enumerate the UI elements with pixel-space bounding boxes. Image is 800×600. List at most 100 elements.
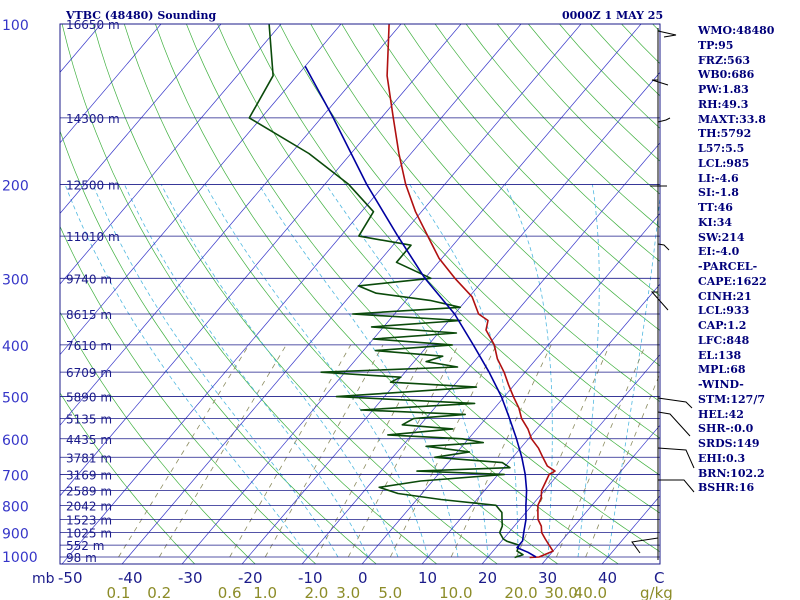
mixing-ratio-line bbox=[585, 372, 660, 558]
index-item: WB0:686 bbox=[698, 68, 755, 82]
isotherm bbox=[121, 24, 582, 564]
moist-adiabat bbox=[124, 184, 369, 558]
height-label: 14300 m bbox=[66, 112, 120, 126]
height-label: 6709 m bbox=[66, 366, 112, 380]
mixing-ratio-tick-label: 3.0 bbox=[336, 584, 360, 600]
index-item: CAPE:1622 bbox=[698, 274, 767, 288]
wind-barb bbox=[658, 479, 695, 493]
wind-barb bbox=[657, 243, 670, 251]
isotherm bbox=[60, 24, 222, 215]
index-item: LFC:848 bbox=[698, 333, 750, 347]
moist-adiabat bbox=[577, 184, 600, 558]
mixing-ratio-tick-label: 5.0 bbox=[378, 584, 402, 600]
wind-barb bbox=[650, 291, 669, 311]
wind-barb bbox=[651, 79, 669, 86]
pressure-tick-label: 400 bbox=[2, 339, 29, 355]
isotherm bbox=[0, 12, 51, 568]
mixing-ratio-tick-label: 0.1 bbox=[107, 584, 131, 600]
pressure-tick-label: 500 bbox=[2, 391, 29, 407]
pressure-tick-label: 200 bbox=[2, 178, 29, 194]
pressure-tick-label: 600 bbox=[2, 433, 29, 449]
dry-adiabat bbox=[60, 225, 317, 564]
chart-title: VTBC (48480) Sounding bbox=[65, 9, 216, 22]
moist-adiabat bbox=[409, 184, 519, 557]
mixing-ratio-line bbox=[229, 344, 352, 558]
dry-adiabat bbox=[60, 392, 196, 564]
pressure-tick-label: 100 bbox=[2, 18, 29, 34]
indices-panel: WMO:48480 TP:95 FRZ:563 WB0:686 PW:1.83 RH:49… bbox=[698, 24, 798, 496]
index-item: KI:34 bbox=[698, 215, 733, 229]
mixing-ratio-tick-label: 2.0 bbox=[305, 584, 329, 600]
height-label: 16650 m bbox=[66, 18, 120, 32]
index-item: MAXT:33.8 bbox=[698, 112, 766, 126]
mixing-ratio-tick-label: 40.0 bbox=[574, 584, 607, 600]
mixing-ratio-line bbox=[515, 344, 611, 558]
index-item: STM:127/7 bbox=[698, 392, 765, 406]
isotherm bbox=[60, 24, 402, 426]
mixing-ratio-line bbox=[556, 344, 646, 558]
mixing-ratio-tick-label: 20.0 bbox=[504, 584, 537, 600]
mixing-ratio-line bbox=[316, 344, 430, 558]
temperature-tick-label: -50 bbox=[58, 569, 83, 587]
dry-adiabat bbox=[61, 24, 438, 564]
temperature-tick-label: 20 bbox=[478, 569, 497, 587]
wind-barb bbox=[657, 411, 691, 437]
dry-adiabat bbox=[217, 24, 660, 514]
moist-adiabat bbox=[504, 184, 553, 558]
dry-adiabat bbox=[372, 24, 660, 332]
index-item: BRN:102.2 bbox=[698, 466, 765, 480]
wind-barb bbox=[657, 30, 677, 38]
height-label: 3169 m bbox=[66, 468, 112, 482]
dry-adiabat bbox=[279, 24, 660, 439]
height-label: 12500 m bbox=[66, 178, 120, 192]
index-item: TH:5792 bbox=[698, 127, 752, 141]
dry-adiabat bbox=[434, 24, 660, 262]
wind-barb bbox=[657, 397, 693, 409]
wind-barb bbox=[657, 447, 695, 469]
moist-adiabat bbox=[92, 184, 339, 558]
mixing-ratio-line bbox=[158, 344, 287, 558]
index-item: HEL:42 bbox=[698, 407, 744, 421]
dry-adiabat bbox=[341, 24, 660, 367]
temperature-tick-label: -30 bbox=[178, 569, 203, 587]
index-item: SHR-:0.0 bbox=[698, 422, 754, 436]
isotherm bbox=[60, 24, 462, 497]
index-item: EL:138 bbox=[698, 348, 742, 362]
mixing-ratio-line bbox=[264, 344, 384, 558]
dry-adiabat bbox=[403, 24, 660, 297]
dry-adiabat bbox=[92, 24, 498, 564]
height-label: 1523 m bbox=[66, 513, 112, 527]
mixing-ratio-tick-label: 1.0 bbox=[253, 584, 277, 600]
wind-barbs bbox=[631, 28, 695, 560]
height-label: 5135 m bbox=[66, 413, 112, 427]
index-item: PW:1.83 bbox=[698, 83, 749, 96]
pressure-tick-label: 800 bbox=[2, 499, 29, 515]
isotherm bbox=[301, 142, 660, 564]
index-item: LI:-4.6 bbox=[698, 171, 739, 185]
isotherm bbox=[361, 212, 660, 564]
index-item: TP:95 bbox=[698, 38, 734, 52]
isotherm bbox=[60, 24, 162, 144]
series-parcel bbox=[304, 65, 537, 558]
mixing-ratio-tick-label: 0.2 bbox=[147, 584, 171, 600]
height-label: 3781 m bbox=[66, 451, 112, 465]
index-item: -WIND- bbox=[698, 378, 744, 391]
index-item: SRDS:149 bbox=[698, 437, 760, 450]
height-label: 8615 m bbox=[66, 308, 112, 322]
index-item: LCL:933 bbox=[698, 304, 750, 318]
height-label: 2042 m bbox=[66, 499, 112, 513]
isotherm bbox=[481, 354, 660, 564]
isotherm bbox=[60, 24, 282, 285]
temperature-tick-label: 10 bbox=[418, 569, 437, 587]
temperature-unit-label: C bbox=[654, 569, 664, 587]
pressure-tick-label: 900 bbox=[2, 527, 29, 543]
index-item: L57:5.5 bbox=[698, 142, 745, 155]
height-label: 7610 m bbox=[66, 339, 112, 353]
wind-barb bbox=[631, 537, 659, 554]
series-dewpoint bbox=[248, 24, 524, 559]
index-item: LCL:985 bbox=[698, 156, 750, 170]
chart-time: 0000Z 1 MAY 25 bbox=[562, 9, 663, 22]
isotherm bbox=[61, 24, 522, 564]
dry-adiabat bbox=[60, 311, 256, 564]
index-item: -PARCEL- bbox=[698, 260, 758, 273]
